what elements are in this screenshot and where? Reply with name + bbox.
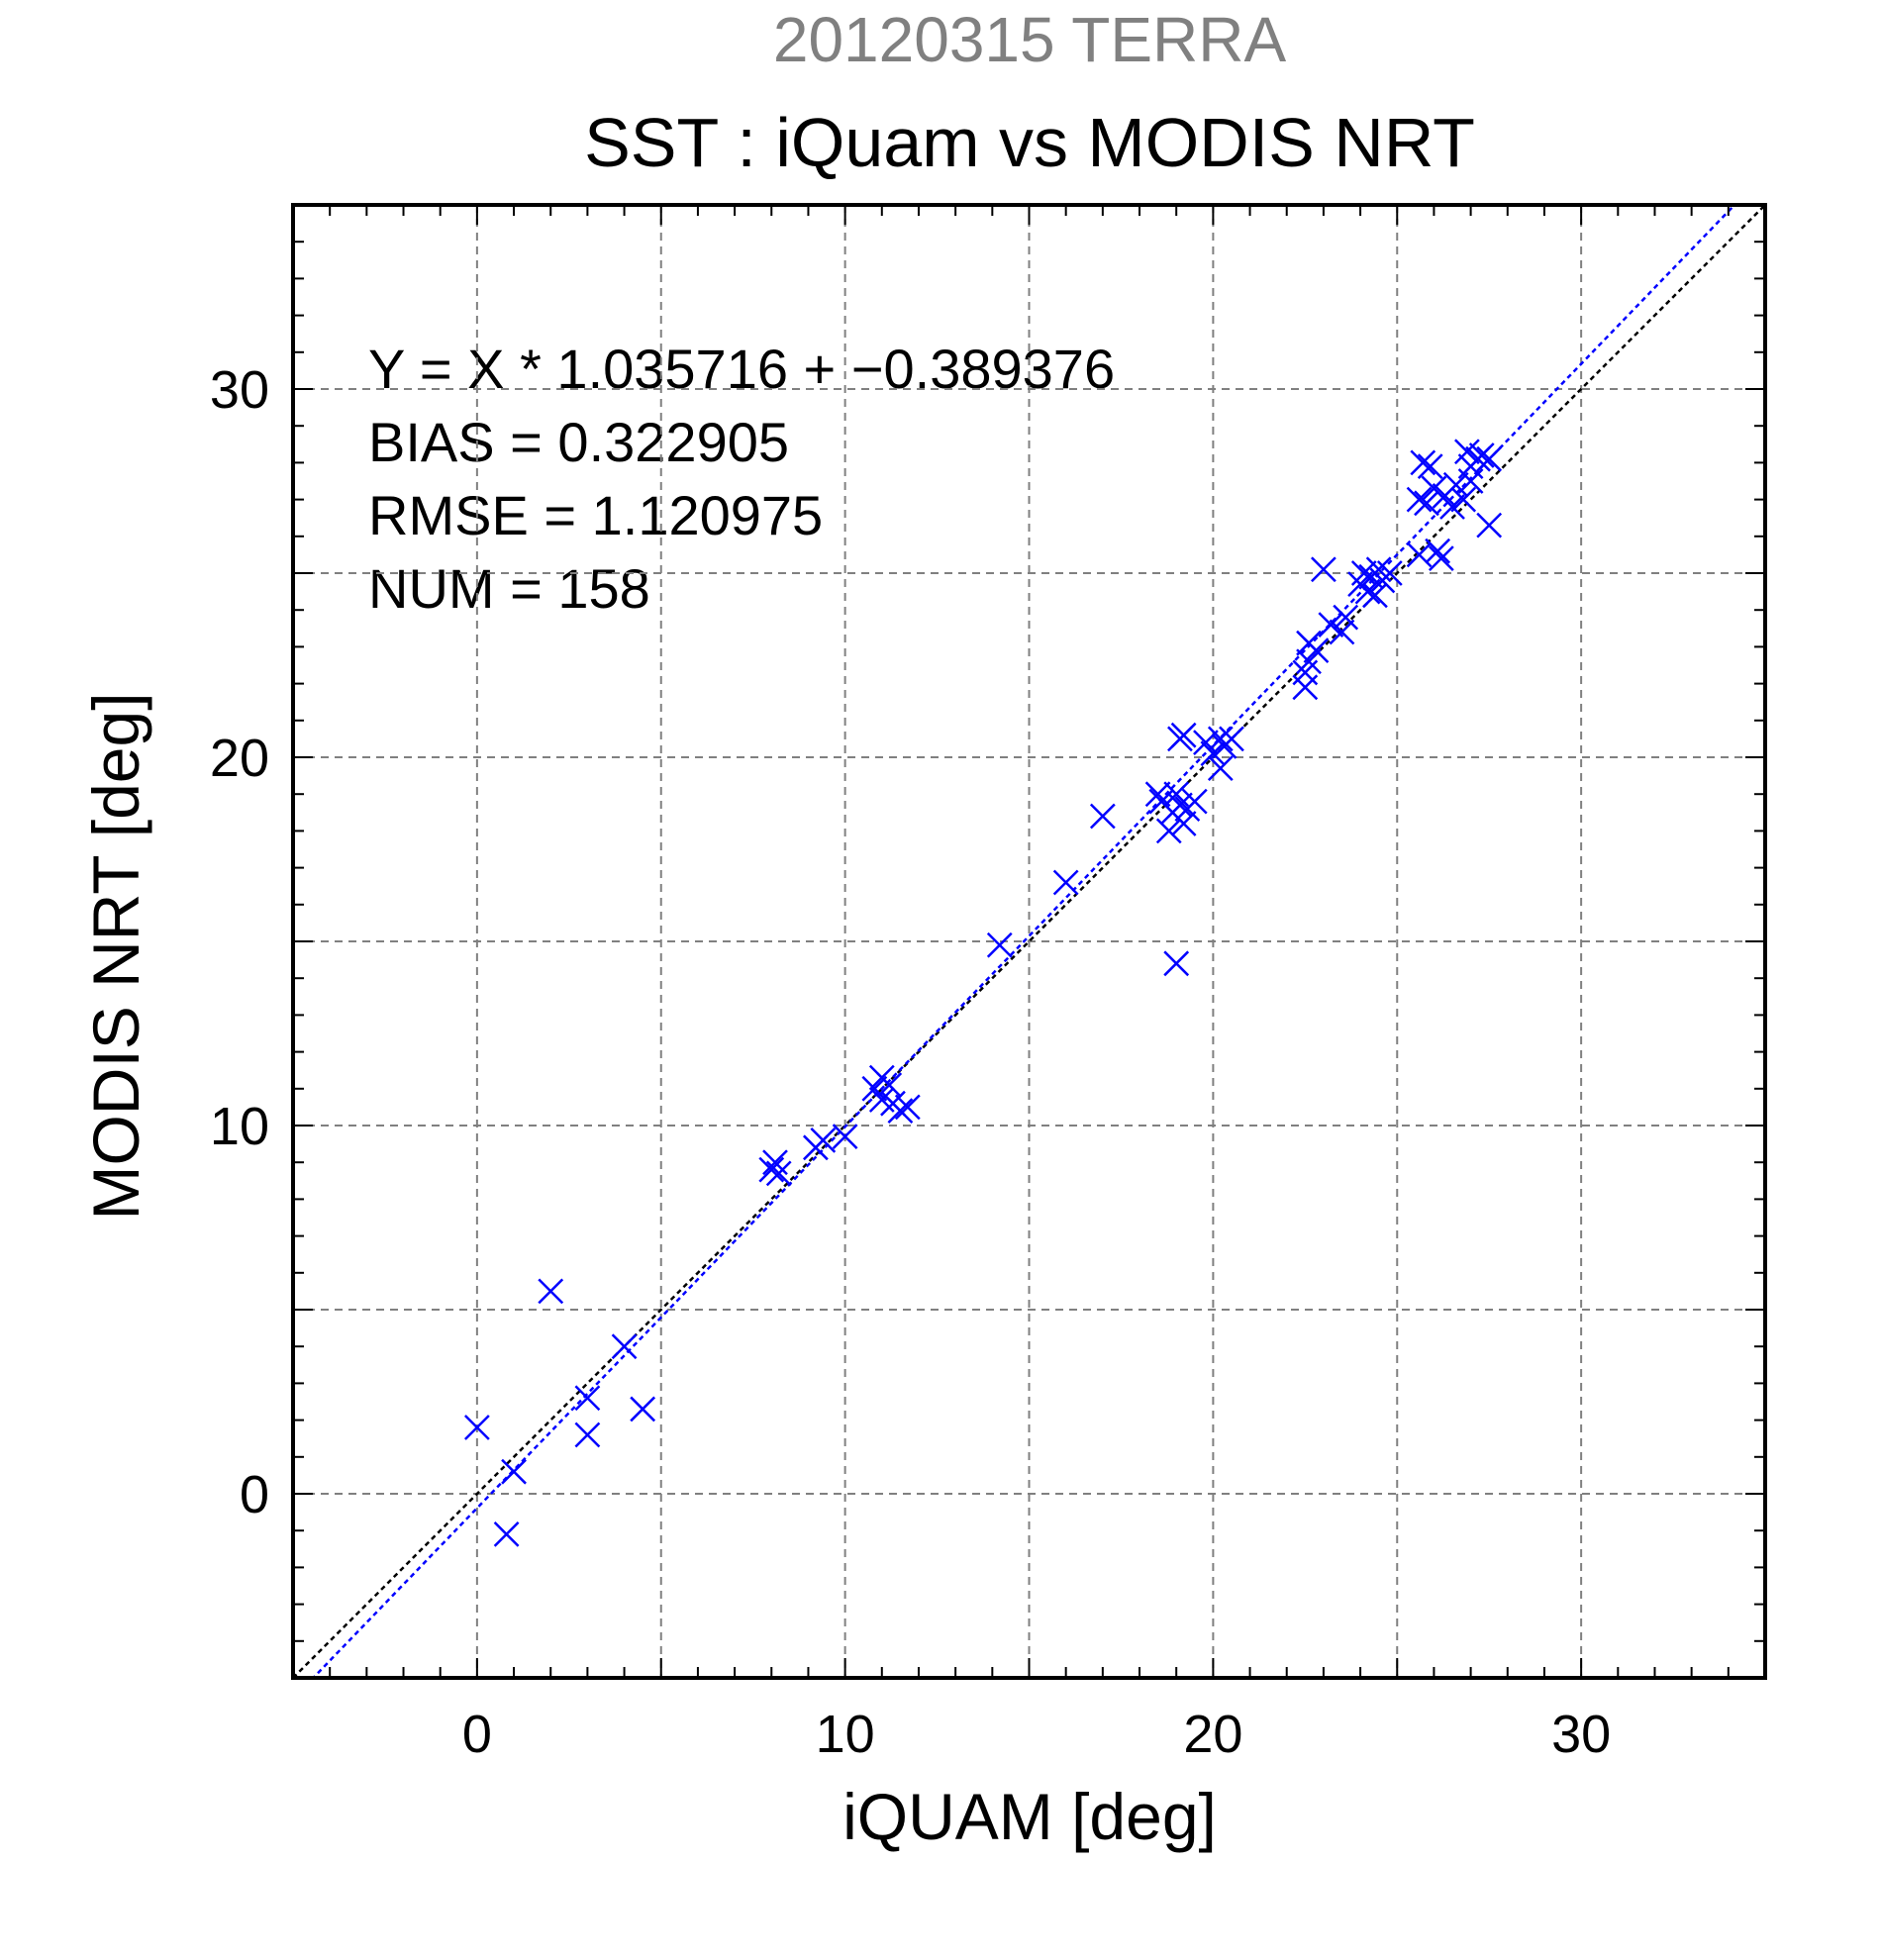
data-point bbox=[1410, 449, 1436, 476]
data-point bbox=[1414, 490, 1439, 517]
data-point bbox=[1170, 811, 1197, 836]
data-point bbox=[1163, 950, 1190, 977]
data-point bbox=[1417, 453, 1443, 480]
data-point bbox=[538, 1278, 564, 1305]
data-point bbox=[765, 1160, 792, 1187]
data-point bbox=[1311, 556, 1336, 583]
data-point bbox=[1406, 541, 1433, 568]
data-point bbox=[1207, 726, 1234, 752]
plot-frame bbox=[291, 203, 1767, 1680]
data-point bbox=[630, 1396, 656, 1422]
y-tick-label: 0 bbox=[240, 1465, 269, 1524]
data-point bbox=[1476, 512, 1503, 539]
data-point bbox=[1329, 619, 1355, 645]
x-tick-label: 30 bbox=[1551, 1705, 1611, 1764]
y-tick-label: 10 bbox=[210, 1097, 269, 1156]
data-point bbox=[1406, 486, 1433, 513]
data-point bbox=[1089, 803, 1116, 830]
data-point bbox=[1318, 612, 1344, 637]
data-point bbox=[1052, 869, 1079, 896]
data-point bbox=[1170, 722, 1197, 748]
y-tick-label: 30 bbox=[210, 360, 269, 420]
data-point bbox=[1450, 486, 1477, 513]
data-point bbox=[810, 1127, 837, 1153]
data-point bbox=[574, 1421, 601, 1448]
data-point bbox=[1376, 560, 1403, 586]
data-point bbox=[1333, 604, 1359, 631]
regression-line bbox=[311, 205, 1736, 1678]
y-axis-label: MODIS NRT [deg] bbox=[79, 692, 152, 1220]
data-point bbox=[1292, 674, 1319, 701]
data-point bbox=[574, 1385, 601, 1412]
data-point bbox=[1468, 442, 1495, 468]
data-point bbox=[501, 1458, 527, 1485]
data-point bbox=[1425, 538, 1451, 564]
data-point bbox=[1303, 637, 1330, 664]
y-tick-label: 20 bbox=[210, 729, 269, 788]
data-point bbox=[758, 1156, 785, 1183]
chart-subtitle: 20120315 TERRA bbox=[773, 4, 1287, 75]
data-point bbox=[1439, 494, 1465, 520]
x-tick-label: 10 bbox=[816, 1705, 875, 1764]
x-tick-label: 20 bbox=[1183, 1705, 1242, 1764]
annotation-regression: Y = X * 1.035716 + −0.389376 bbox=[368, 338, 1115, 400]
annotation-num: NUM = 158 bbox=[368, 557, 650, 620]
data-point bbox=[1207, 755, 1234, 782]
x-tick-label: 0 bbox=[462, 1705, 492, 1764]
data-point bbox=[463, 1415, 490, 1440]
data-point bbox=[986, 931, 1013, 958]
data-point bbox=[493, 1521, 520, 1547]
data-point bbox=[1457, 468, 1484, 494]
data-point bbox=[832, 1124, 858, 1150]
data-point bbox=[887, 1098, 914, 1125]
data-point bbox=[861, 1075, 888, 1102]
data-point bbox=[1296, 648, 1322, 675]
annotation-bias: BIAS = 0.322905 bbox=[368, 411, 789, 473]
grid-lines bbox=[293, 205, 1765, 1678]
data-point bbox=[1144, 781, 1171, 808]
data-point bbox=[611, 1333, 638, 1360]
data-point bbox=[1476, 445, 1503, 472]
data-point bbox=[1442, 471, 1469, 498]
chart-title: SST : iQuam vs MODIS NRT bbox=[584, 104, 1475, 181]
data-point bbox=[1181, 788, 1208, 815]
data-point bbox=[1362, 582, 1388, 609]
data-point bbox=[1428, 545, 1454, 572]
x-axis-label: iQUAM [deg] bbox=[842, 1780, 1217, 1853]
data-point bbox=[1219, 726, 1244, 752]
data-points bbox=[463, 439, 1503, 1547]
data-point bbox=[1354, 578, 1381, 605]
data-point bbox=[1453, 439, 1480, 465]
annotation-rmse: RMSE = 1.120975 bbox=[368, 484, 823, 546]
data-point bbox=[894, 1094, 921, 1121]
data-point bbox=[1200, 740, 1227, 767]
